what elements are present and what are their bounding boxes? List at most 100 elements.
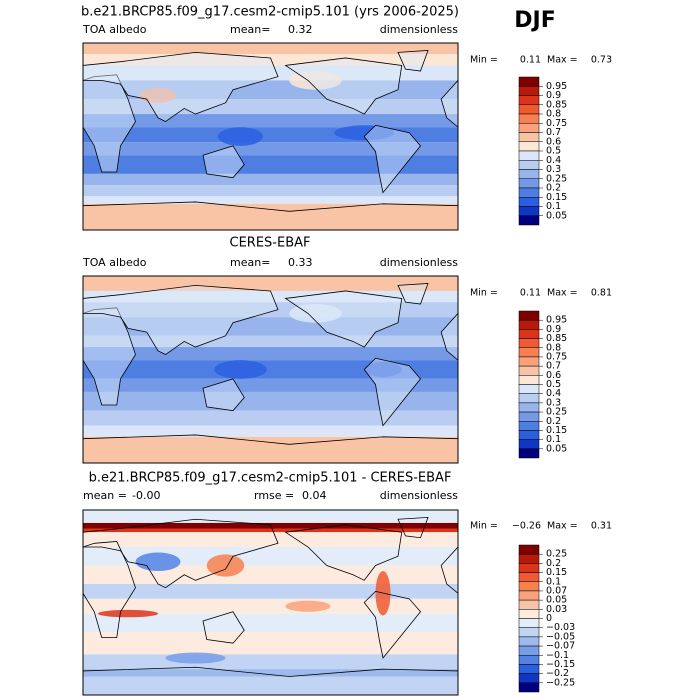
map bbox=[83, 510, 458, 695]
colorbar-box bbox=[518, 664, 540, 674]
colorbar-label: −0.15 bbox=[546, 659, 575, 670]
colorbar-label: 0.4 bbox=[546, 388, 561, 399]
map-band bbox=[83, 378, 458, 392]
colorbar-label: 0.15 bbox=[546, 567, 567, 578]
map-band bbox=[83, 528, 458, 533]
colorbar-label: 0.5 bbox=[546, 146, 561, 157]
map-band bbox=[83, 80, 458, 100]
colorbar-label: 0.7 bbox=[546, 361, 561, 372]
coastline bbox=[397, 50, 429, 72]
map-band bbox=[83, 173, 458, 186]
colorbar-box bbox=[518, 599, 540, 610]
colorbar-box bbox=[518, 673, 540, 684]
colorbar-label: 0.1 bbox=[546, 576, 561, 587]
map-band bbox=[83, 290, 458, 303]
map-feature bbox=[285, 600, 331, 612]
max-value: 0.81 bbox=[591, 288, 612, 299]
season-label: DJF bbox=[514, 8, 555, 33]
colorbar-box bbox=[518, 178, 540, 189]
map-band bbox=[83, 114, 458, 128]
colorbar-box bbox=[518, 581, 540, 592]
colorbar-label: 0.3 bbox=[546, 397, 561, 408]
colorbar-box bbox=[518, 655, 540, 665]
colorbar-box bbox=[518, 347, 540, 358]
map-band bbox=[83, 632, 458, 655]
colorbar-box bbox=[518, 86, 540, 96]
map-band bbox=[83, 54, 458, 66]
colorbar-box bbox=[518, 682, 540, 693]
map-band bbox=[83, 360, 458, 379]
colorbar-label: 0.6 bbox=[546, 370, 561, 381]
colorbar-label: −0.03 bbox=[546, 622, 575, 633]
colorbar-box bbox=[518, 132, 540, 142]
colorbar-box bbox=[518, 113, 540, 124]
colorbar-label: 0.2 bbox=[546, 183, 561, 194]
map-feature bbox=[214, 360, 267, 379]
colorbar-label: 0.5 bbox=[546, 379, 561, 390]
map-band bbox=[83, 203, 458, 230]
map-band bbox=[83, 335, 458, 348]
coastline bbox=[83, 74, 136, 173]
colorbar-box bbox=[518, 356, 540, 367]
map-band bbox=[83, 613, 458, 633]
map-frame bbox=[82, 275, 459, 464]
colorbar-label: 0.8 bbox=[546, 342, 561, 353]
colorbar-label: −0.2 bbox=[546, 668, 569, 679]
colorbar-box bbox=[518, 421, 540, 431]
min-label: Min = bbox=[470, 288, 498, 299]
colorbar-label: 0.7 bbox=[546, 127, 561, 138]
coastline bbox=[83, 518, 279, 589]
min-value: −0.26 bbox=[512, 521, 541, 532]
map-band bbox=[83, 65, 458, 81]
colorbar-label: 0.2 bbox=[546, 558, 561, 569]
map-band bbox=[83, 142, 458, 156]
map-band bbox=[83, 510, 458, 523]
coastline bbox=[83, 51, 279, 123]
colorbar-box bbox=[518, 123, 540, 133]
coastline bbox=[284, 524, 403, 581]
coastline bbox=[202, 611, 245, 644]
colorbar-label: 0.9 bbox=[546, 90, 561, 101]
panel-title: b.e21.BRCP85.f09_g17.cesm2-cmip5.101 - C… bbox=[89, 471, 452, 486]
map-band bbox=[83, 436, 458, 463]
min-label: Min = bbox=[470, 55, 498, 66]
colorbar-label: 0.4 bbox=[546, 155, 561, 166]
coastline bbox=[83, 434, 458, 445]
coastline bbox=[284, 57, 403, 115]
colorbar-label: 0.05 bbox=[546, 443, 567, 454]
colorbar-box bbox=[518, 329, 540, 339]
colorbar-box bbox=[518, 544, 540, 555]
colorbar-box bbox=[518, 627, 540, 638]
colorbar-box bbox=[518, 384, 540, 394]
mean-label: mean= bbox=[230, 23, 270, 36]
colorbar-label: −0.05 bbox=[546, 631, 575, 642]
colorbar-box bbox=[518, 439, 540, 450]
variable-label: TOA albedo bbox=[82, 256, 147, 269]
colorbar-box bbox=[518, 636, 540, 647]
map-feature bbox=[364, 362, 402, 377]
colorbar-box bbox=[518, 430, 540, 440]
map-band bbox=[83, 654, 458, 670]
map-feature bbox=[334, 125, 395, 141]
colorbar-box bbox=[518, 448, 540, 459]
colorbar-label: 0.85 bbox=[546, 99, 567, 110]
colorbar-label: 0.25 bbox=[546, 549, 567, 560]
colorbar-box bbox=[518, 197, 540, 207]
max-label: Max = bbox=[547, 521, 578, 532]
map-feature bbox=[218, 127, 263, 146]
map-band bbox=[83, 185, 458, 197]
colorbar-label: 0.8 bbox=[546, 109, 561, 120]
colorbar-label: 0.2 bbox=[546, 416, 561, 427]
colorbar-box bbox=[518, 319, 540, 330]
colorbar-label: 0.1 bbox=[546, 201, 561, 212]
colorbar-label: 0.15 bbox=[546, 192, 567, 203]
colorbar-box bbox=[518, 95, 540, 105]
coastline bbox=[83, 541, 136, 639]
map-band bbox=[83, 410, 458, 426]
coastline bbox=[202, 145, 245, 179]
coastline bbox=[440, 312, 458, 361]
map-feature bbox=[139, 87, 177, 103]
colorbar-box bbox=[518, 76, 540, 87]
colorbar-label: 0.9 bbox=[546, 324, 561, 335]
